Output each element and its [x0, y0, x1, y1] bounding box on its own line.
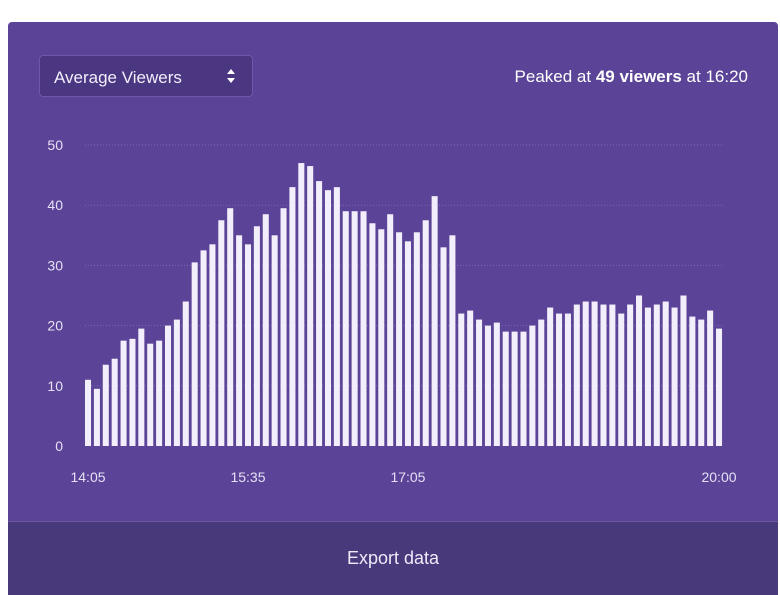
bar[interactable]	[680, 295, 687, 447]
bar[interactable]	[716, 328, 723, 446]
bar[interactable]	[476, 319, 483, 446]
x-tick-label: 15:35	[230, 469, 265, 485]
bar[interactable]	[289, 187, 296, 446]
bar[interactable]	[431, 196, 438, 446]
x-tick-label: 14:05	[70, 469, 105, 485]
bar[interactable]	[324, 190, 331, 446]
y-tick-label: 0	[55, 438, 63, 454]
bar[interactable]	[111, 358, 118, 446]
bar[interactable]	[644, 307, 651, 446]
bar[interactable]	[609, 304, 616, 446]
bar[interactable]	[573, 304, 580, 446]
export-data-label: Export data	[346, 548, 440, 568]
up-down-chevron-icon	[227, 69, 235, 83]
bar[interactable]	[378, 229, 385, 446]
bar[interactable]	[298, 163, 305, 446]
bar[interactable]	[271, 235, 278, 446]
bar[interactable]	[262, 214, 269, 446]
bar[interactable]	[200, 250, 207, 446]
bar[interactable]	[191, 262, 198, 446]
bar[interactable]	[227, 208, 234, 446]
bar[interactable]	[511, 331, 518, 446]
bar[interactable]	[342, 211, 349, 446]
peak-prefix: Peaked at	[514, 67, 596, 86]
bar[interactable]	[529, 325, 536, 446]
bar[interactable]	[662, 301, 669, 446]
peak-summary: Peaked at 49 viewers at 16:20	[515, 67, 748, 87]
bar[interactable]	[156, 340, 163, 446]
bar[interactable]	[636, 295, 643, 447]
bar[interactable]	[653, 304, 660, 446]
bar[interactable]	[502, 331, 509, 446]
bar[interactable]	[591, 301, 598, 446]
bar[interactable]	[307, 166, 314, 446]
peak-value: 49 viewers	[595, 67, 682, 86]
bar[interactable]	[404, 241, 411, 446]
y-tick-label: 30	[47, 257, 63, 273]
bar[interactable]	[556, 313, 563, 446]
x-tick-label: 20:00	[701, 469, 736, 485]
bar[interactable]	[547, 307, 554, 446]
bar[interactable]	[422, 220, 429, 446]
bar[interactable]	[333, 187, 340, 446]
bar[interactable]	[467, 310, 474, 446]
peak-middle: at	[681, 67, 706, 86]
y-tick-label: 20	[47, 318, 63, 334]
bar[interactable]	[396, 232, 403, 446]
bar[interactable]	[600, 304, 607, 446]
y-tick-label: 40	[47, 197, 63, 213]
bar[interactable]	[369, 223, 376, 446]
bar[interactable]	[493, 322, 500, 446]
bar[interactable]	[387, 214, 394, 446]
bar[interactable]	[164, 325, 172, 446]
bar[interactable]	[449, 235, 456, 446]
bar[interactable]	[484, 325, 491, 446]
bar[interactable]	[209, 244, 216, 446]
viewers-bar-chart: 0 10 20 30 40 50 14:05 15:35 17:05 20:00	[47, 137, 736, 485]
bar[interactable]	[147, 343, 154, 446]
bar[interactable]	[360, 211, 367, 446]
bar[interactable]	[102, 364, 109, 446]
bar[interactable]	[129, 338, 136, 446]
bar[interactable]	[236, 235, 243, 446]
bar[interactable]	[458, 313, 465, 446]
bar[interactable]	[627, 304, 634, 446]
y-tick-label: 50	[47, 137, 63, 153]
bar[interactable]	[316, 181, 323, 446]
bar[interactable]	[671, 307, 678, 446]
bar[interactable]	[85, 379, 92, 446]
bar[interactable]	[413, 232, 420, 446]
bar[interactable]	[707, 310, 714, 446]
bar[interactable]	[244, 244, 252, 446]
bar[interactable]	[218, 220, 225, 446]
bar[interactable]	[538, 319, 545, 446]
bar[interactable]	[520, 331, 527, 446]
y-tick-label: 10	[47, 378, 63, 394]
export-data-button[interactable]: Export data	[8, 521, 778, 595]
viewers-card: Average Viewers Peaked at 49 viewers at …	[8, 22, 778, 595]
metric-select-label: Average Viewers	[54, 68, 182, 87]
bar[interactable]	[618, 313, 625, 446]
bar[interactable]	[182, 301, 189, 446]
metric-select[interactable]: Average Viewers	[39, 55, 253, 97]
bar[interactable]	[689, 316, 696, 446]
bar[interactable]	[440, 247, 447, 446]
bar[interactable]	[582, 301, 589, 446]
bar[interactable]	[698, 319, 705, 446]
bar[interactable]	[564, 313, 571, 446]
bar[interactable]	[280, 208, 287, 446]
bar[interactable]	[120, 340, 127, 446]
bar[interactable]	[138, 328, 145, 446]
x-tick-label: 17:05	[390, 469, 425, 485]
bar[interactable]	[253, 226, 260, 446]
bar[interactable]	[173, 319, 180, 446]
bar[interactable]	[351, 211, 358, 446]
bar[interactable]	[93, 388, 100, 446]
peak-time: 16:20	[705, 67, 748, 86]
